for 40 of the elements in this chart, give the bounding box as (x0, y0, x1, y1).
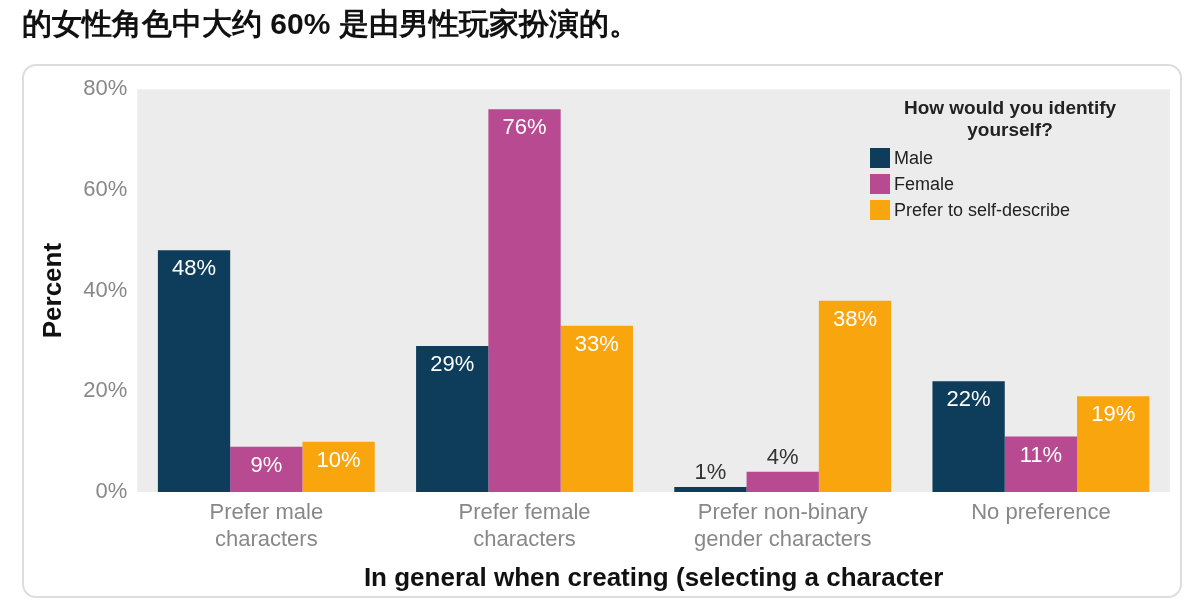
bar (488, 109, 561, 492)
text: 38% (832, 305, 878, 331)
y-tick-label: 80% (83, 75, 128, 101)
bar (1077, 396, 1150, 492)
text: 76% (502, 114, 547, 140)
bar (302, 441, 375, 492)
bar (1004, 436, 1078, 492)
bar (230, 446, 303, 492)
text: 29% (430, 351, 475, 377)
legend-title: How would you identify yourself? (902, 97, 1118, 142)
bar (560, 325, 633, 492)
bar (932, 381, 1005, 492)
y-tick-label: 0% (95, 478, 128, 504)
text: 11% (1019, 441, 1063, 467)
y-tick-label: 40% (83, 276, 128, 302)
text: 22% (946, 386, 991, 412)
x-axis-title: In general when creating (selecting a character (363, 561, 944, 592)
legend-label: Male (894, 147, 934, 169)
x-tick-label: Prefer female characters (458, 499, 591, 551)
text: 33% (574, 330, 619, 356)
chart-title: 的女性角色中大约 60% 是由男性玩家扮演的。 (22, 6, 639, 42)
text: 1% (694, 459, 727, 485)
legend-label: Female (894, 173, 955, 195)
y-tick-label: 20% (83, 377, 128, 403)
bar (674, 486, 747, 492)
text: 48% (172, 255, 217, 281)
x-tick-label: Prefer male characters (209, 499, 324, 551)
x-tick-label: No preference (971, 499, 1111, 525)
bar (818, 300, 892, 492)
y-tick-label: 60% (83, 175, 128, 201)
x-tick-label: Prefer non-binary gender characters (694, 499, 872, 551)
legend-label: Prefer to self-describe (894, 199, 1071, 221)
text: 19% (1091, 401, 1136, 427)
bar (416, 345, 489, 492)
y-axis-title: Percent (36, 242, 67, 339)
text: 9% (250, 451, 283, 477)
text: 10% (316, 446, 361, 472)
bar (157, 250, 231, 492)
text: 4% (766, 443, 799, 469)
bar (746, 471, 819, 492)
